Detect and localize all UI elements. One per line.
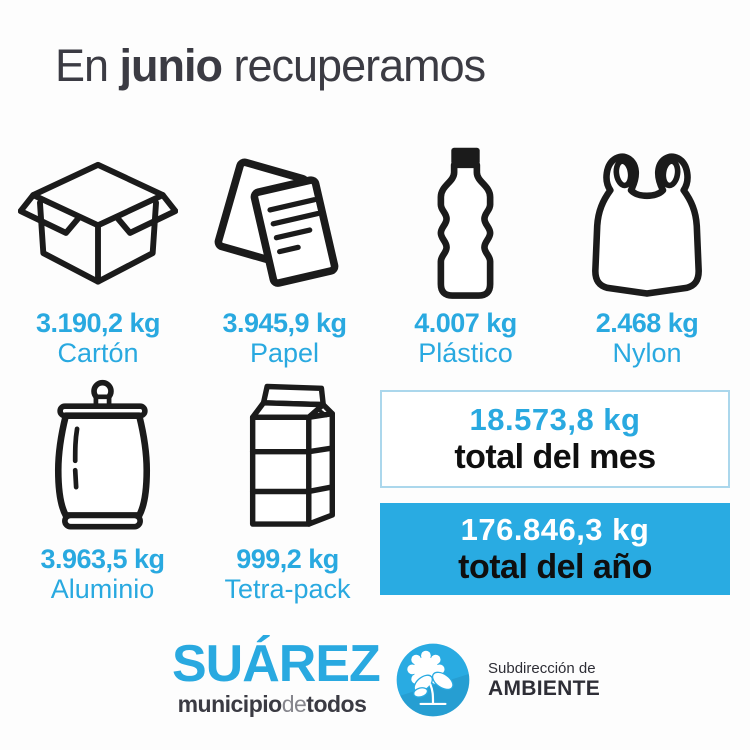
- total-month-quantity: 18.573,8 kg: [469, 402, 641, 437]
- open-cardboard-box-icon: [18, 161, 178, 285]
- total-month-label: total del mes: [454, 438, 656, 476]
- plastico-icon-area: [378, 140, 553, 308]
- tagline-de: de: [281, 691, 307, 717]
- plant-sun-badge-icon: [396, 643, 470, 717]
- suarez-logo: SUÁREZ municipiodetodos: [172, 635, 381, 717]
- papel-quantity: 3.945,9 kg: [222, 308, 347, 338]
- papel-icon-area: [192, 140, 377, 308]
- plastico-label: Plástico: [418, 338, 513, 368]
- paper-sheets-icon: [214, 158, 338, 287]
- department-subtitle: Subdirección de: [488, 660, 596, 677]
- title-month: junio: [119, 40, 223, 91]
- title-suffix: recuperamos: [222, 40, 487, 91]
- carton-label: Cartón: [57, 338, 139, 368]
- tagline-todos: todos: [306, 691, 367, 717]
- tetrapack-quantity: 999,2 kg: [236, 544, 339, 574]
- total-year-box: 176.846,3 kg total del año: [380, 503, 730, 595]
- nylon-icon-area: [557, 140, 737, 308]
- total-month-box: 18.573,8 kg total del mes: [380, 390, 730, 488]
- tagline-municipio: municipio: [177, 691, 283, 717]
- plastic-bottle-icon: [437, 147, 494, 299]
- tetra-pack-carton-icon: [249, 383, 335, 527]
- total-year-label: total del año: [458, 548, 652, 586]
- material-tetrapack: 999,2 kg Tetra-pack: [195, 372, 380, 604]
- material-nylon: 2.468 kg Nylon: [557, 140, 737, 368]
- aluminio-label: Aluminio: [50, 574, 155, 604]
- aluminio-icon-area: [10, 372, 195, 544]
- nylon-label: Nylon: [612, 338, 682, 368]
- material-aluminio: 3.963,5 kg Aluminio: [10, 372, 195, 604]
- page-title: En junio recuperamos: [55, 40, 487, 92]
- aluminio-quantity: 3.963,5 kg: [40, 544, 165, 574]
- department-name: AMBIENTE: [488, 677, 601, 700]
- tetrapack-icon-area: [195, 372, 380, 544]
- papel-label: Papel: [249, 338, 320, 368]
- nylon-quantity: 2.468 kg: [595, 308, 699, 338]
- suarez-wordmark: SUÁREZ: [172, 635, 381, 693]
- plastic-bag-icon: [592, 152, 702, 297]
- material-plastico: 4.007 kg Plástico: [378, 140, 553, 368]
- material-carton: 3.190,2 kg Cartón: [8, 140, 188, 368]
- title-prefix: En: [55, 40, 120, 91]
- aluminum-can-icon: [54, 379, 151, 530]
- carton-icon-area: [8, 140, 188, 308]
- material-papel: 3.945,9 kg Papel: [192, 140, 377, 368]
- suarez-tagline: municipiodetodos: [172, 691, 372, 717]
- total-year-quantity: 176.846,3 kg: [460, 512, 650, 547]
- plastico-quantity: 4.007 kg: [414, 308, 517, 338]
- department-block: Subdirección de AMBIENTE: [488, 660, 600, 700]
- tetrapack-label: Tetra-pack: [224, 574, 351, 604]
- carton-quantity: 3.190,2 kg: [35, 308, 161, 338]
